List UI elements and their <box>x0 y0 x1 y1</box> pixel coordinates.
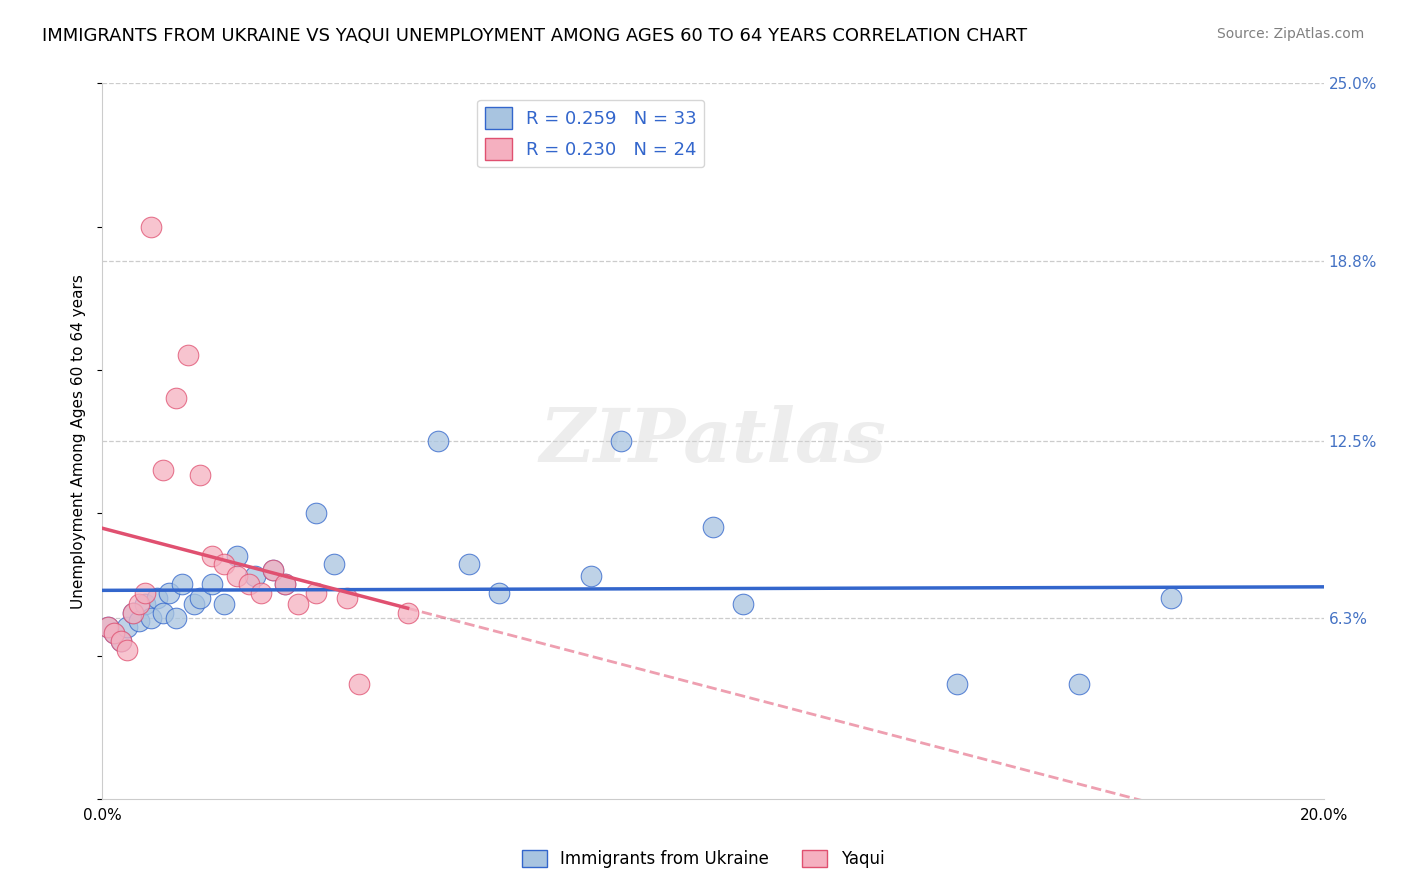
Point <box>1069 677 1091 691</box>
Point <box>146 591 169 606</box>
Text: Source: ZipAtlas.com: Source: ZipAtlas.com <box>1216 27 1364 41</box>
Point <box>139 611 162 625</box>
Point <box>702 520 724 534</box>
Point <box>579 568 602 582</box>
Point <box>103 625 125 640</box>
Text: ZIPatlas: ZIPatlas <box>540 405 886 477</box>
Point <box>152 606 174 620</box>
Point <box>610 434 633 449</box>
Point <box>305 506 328 520</box>
Point <box>323 557 346 571</box>
Point <box>134 586 156 600</box>
Point <box>139 219 162 234</box>
Point <box>214 597 236 611</box>
Legend: Immigrants from Ukraine, Yaqui: Immigrants from Ukraine, Yaqui <box>515 843 891 875</box>
Point <box>225 568 247 582</box>
Point <box>396 606 419 620</box>
Point <box>128 615 150 629</box>
Point <box>733 597 755 611</box>
Point <box>427 434 450 449</box>
Point <box>110 634 132 648</box>
Point <box>177 348 200 362</box>
Point <box>225 549 247 563</box>
Point <box>946 677 969 691</box>
Point <box>121 606 143 620</box>
Point <box>97 620 120 634</box>
Point <box>134 597 156 611</box>
Point <box>188 468 211 483</box>
Point <box>157 586 180 600</box>
Point <box>183 597 205 611</box>
Point <box>262 563 284 577</box>
Point <box>121 606 143 620</box>
Point <box>201 549 224 563</box>
Point <box>115 643 138 657</box>
Point <box>250 586 273 600</box>
Point <box>335 591 357 606</box>
Point <box>201 577 224 591</box>
Point <box>214 557 236 571</box>
Point <box>170 577 193 591</box>
Point <box>128 597 150 611</box>
Point <box>305 586 328 600</box>
Legend: R = 0.259   N = 33, R = 0.230   N = 24: R = 0.259 N = 33, R = 0.230 N = 24 <box>478 100 704 167</box>
Point <box>238 577 260 591</box>
Point <box>103 625 125 640</box>
Text: IMMIGRANTS FROM UKRAINE VS YAQUI UNEMPLOYMENT AMONG AGES 60 TO 64 YEARS CORRELAT: IMMIGRANTS FROM UKRAINE VS YAQUI UNEMPLO… <box>42 27 1028 45</box>
Point <box>165 611 187 625</box>
Point <box>287 597 309 611</box>
Point <box>110 634 132 648</box>
Point <box>115 620 138 634</box>
Point <box>274 577 297 591</box>
Point <box>347 677 370 691</box>
Point <box>152 463 174 477</box>
Point <box>274 577 297 591</box>
Point <box>97 620 120 634</box>
Point <box>1160 591 1182 606</box>
Y-axis label: Unemployment Among Ages 60 to 64 years: Unemployment Among Ages 60 to 64 years <box>72 274 86 608</box>
Point <box>188 591 211 606</box>
Point <box>165 391 187 405</box>
Point <box>262 563 284 577</box>
Point <box>457 557 479 571</box>
Point <box>243 568 266 582</box>
Point <box>488 586 510 600</box>
